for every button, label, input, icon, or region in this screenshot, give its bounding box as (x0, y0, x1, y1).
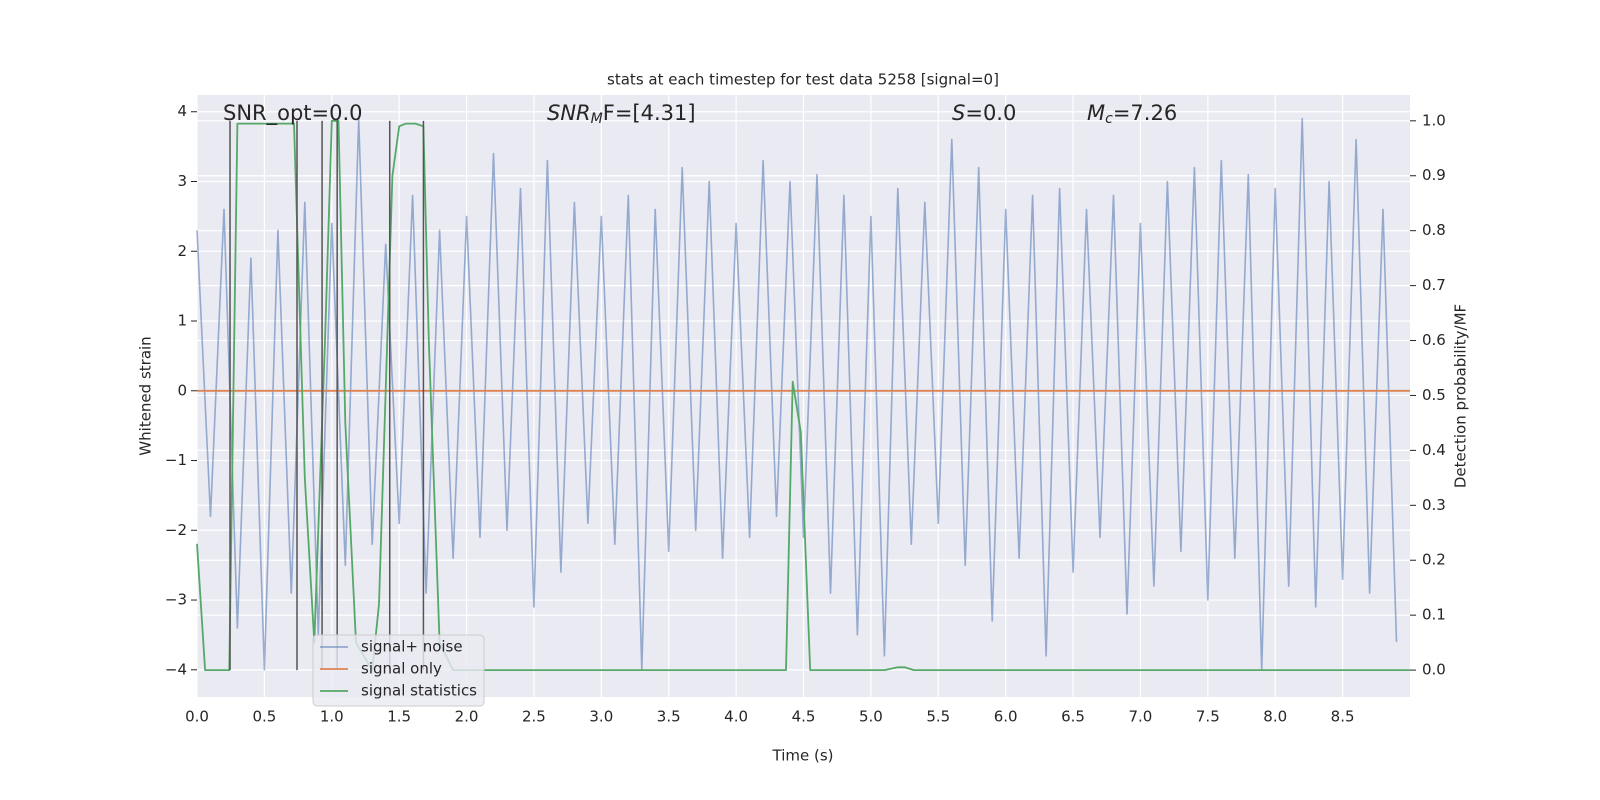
x-tick-label: 3.0 (589, 708, 613, 726)
x-tick-label: 0.0 (185, 708, 209, 726)
y-tick-label: −4 (165, 660, 187, 678)
legend-box (312, 634, 485, 707)
y-axis-label: Whitened strain (137, 336, 155, 455)
x-tick-label: 2.0 (455, 708, 479, 726)
y2-tick-label: 0.1 (1422, 606, 1446, 624)
y2-tick-label: 0.2 (1422, 551, 1446, 569)
legend-label: signal statistics (361, 682, 477, 700)
annotation: S=0.0 (952, 101, 1016, 125)
y2-tick-label: 0.6 (1422, 331, 1446, 349)
y2-tick-label: 0.7 (1422, 276, 1446, 294)
x-axis-label: Time (s) (772, 747, 834, 765)
x-tick-label: 8.0 (1263, 708, 1287, 726)
x-tick-label: 8.5 (1331, 708, 1355, 726)
x-tick-label: 2.5 (522, 708, 546, 726)
y2-tick-label: 0.3 (1422, 496, 1446, 514)
y-tick-label: −1 (165, 451, 187, 469)
annotation-part: M (1087, 101, 1105, 125)
x-tick-label: 1.0 (320, 708, 344, 726)
legend: signal+ noise signal only signal statistic… (312, 634, 485, 707)
x-tick-label: 6.5 (1061, 708, 1085, 726)
annotation-part: SNR_opt=0.0 (223, 101, 363, 126)
annotation-part: =0.0 (965, 101, 1016, 125)
y-tick-label: 1 (177, 312, 187, 330)
annotations: SNR_opt=0.0 SNRMF=[4.31] S=0.0 Mc=7.26 (223, 101, 1177, 127)
y-tick-label: −2 (165, 521, 187, 539)
annotation-part: SNR (547, 101, 591, 125)
series-line (196, 117, 1398, 671)
annotation-part: c (1105, 111, 1113, 127)
y2-tick-label: 0.0 (1422, 661, 1446, 679)
x-tick-label: 0.5 (252, 708, 276, 726)
x-tick-label: 7.5 (1196, 708, 1220, 726)
marks (196, 117, 1410, 671)
y2-tick-label: 0.8 (1422, 221, 1446, 239)
series-line (196, 119, 1410, 671)
legend-label: signal only (361, 660, 442, 678)
x-tick-label: 1.5 (387, 708, 411, 726)
y2-tick-label: 0.5 (1422, 386, 1446, 404)
annotation: Mc=7.26 (1087, 101, 1177, 127)
y2-tick-label: 1.0 (1422, 111, 1446, 129)
annotation-part: F=[4.31] (603, 101, 696, 125)
y2-tick-label: 0.4 (1422, 441, 1446, 459)
annotation-part: S (952, 101, 965, 125)
x-tick-label: 5.5 (926, 708, 950, 726)
y2-axis-label: Detection probability/MF (1452, 304, 1470, 488)
y-tick-label: −3 (165, 591, 187, 609)
y-tick-label: 0 (177, 381, 187, 399)
annotation: SNRMF=[4.31] (547, 101, 696, 127)
x-tick-label: 4.5 (792, 708, 816, 726)
x-tick-label: 4.0 (724, 708, 748, 726)
y-tick-label: 2 (177, 242, 187, 260)
chart-title: stats at each timestep for test data 525… (607, 71, 999, 89)
x-tick-label: 5.0 (859, 708, 883, 726)
y2-tick-label: 0.9 (1422, 166, 1446, 184)
x-tick-label: 6.0 (994, 708, 1018, 726)
annotation-part: M (591, 111, 603, 127)
annotation: SNR_opt=0.0 (223, 101, 363, 126)
annotation-part: =7.26 (1113, 101, 1177, 125)
x-tick-label: 7.0 (1129, 708, 1153, 726)
x-tick-label: 3.5 (657, 708, 681, 726)
y-tick-label: 4 (177, 102, 187, 120)
legend-label: signal+ noise (361, 638, 463, 656)
y-tick-label: 3 (177, 172, 187, 190)
